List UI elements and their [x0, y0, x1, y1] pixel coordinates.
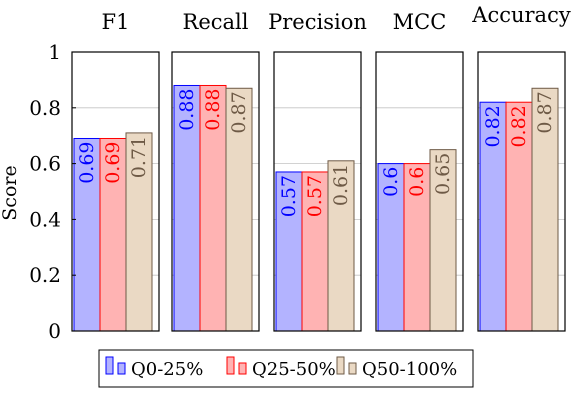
legend-swatch: [117, 362, 126, 375]
bar: [125, 132, 153, 332]
y-tick-label: 0.8: [29, 96, 61, 120]
y-tick-label: 0.4: [29, 207, 61, 231]
bar: [505, 101, 533, 332]
legend-label: Q50-100%: [362, 359, 457, 380]
bar-value-label: 0.57: [278, 175, 300, 217]
bar-value-label: 0.69: [76, 141, 98, 183]
legend-swatch: [226, 356, 235, 375]
legend-label: Q0-25%: [131, 359, 203, 380]
panel-title: F1: [102, 10, 130, 34]
bar-value-label: 0.82: [508, 105, 530, 147]
bar-value-label: 0.71: [128, 136, 150, 178]
legend-label: Q25-50%: [252, 359, 336, 380]
bar-value-label: 0.82: [482, 105, 504, 147]
bar: [531, 87, 559, 332]
bar-value-label: 0.61: [330, 164, 352, 206]
y-tick-label: 0.2: [29, 263, 61, 287]
panel-frame: [171, 51, 260, 332]
bar: [429, 149, 457, 332]
y-tick-label: 0: [48, 319, 61, 343]
panel-title: Accuracy: [471, 3, 571, 27]
panel-title: Recall: [183, 10, 249, 34]
bar: [403, 163, 431, 332]
y-tick-label: 0.6: [29, 152, 61, 176]
bar: [377, 163, 405, 332]
y-tick-label: 1: [48, 40, 61, 64]
bar: [479, 101, 507, 332]
bar-value-label: 0.87: [228, 91, 250, 133]
bar-value-label: 0.6: [380, 167, 402, 197]
legend-entry: Q0-25%: [105, 356, 203, 380]
panel-frame: [71, 51, 160, 332]
panel-f1: F10.69 0.69 0.71: [71, 10, 160, 332]
legend-swatch: [105, 356, 114, 375]
bar-value-label: 0.88: [202, 88, 224, 130]
y-tick-labels: 0 0.2 0.4 0.6 0.8 1: [29, 40, 61, 343]
legend-swatch: [348, 362, 357, 375]
panel-frame: [273, 51, 362, 332]
panel-frame: [375, 51, 464, 332]
bar-value-label: 0.69: [102, 141, 124, 183]
legend-entry: Q50-100%: [336, 356, 457, 380]
legend-box: [98, 349, 474, 388]
legend-entry: Q25-50%: [226, 356, 336, 380]
y-axis-label: Score: [0, 165, 21, 220]
panel-title: MCC: [393, 10, 447, 34]
bar-value-label: 0.6: [406, 167, 428, 197]
bar-value-label: 0.57: [304, 175, 326, 217]
bar-value-label: 0.88: [176, 88, 198, 130]
bar-value-label: 0.65: [432, 153, 454, 195]
panel-title: Precision: [268, 10, 367, 34]
legend-swatch: [336, 356, 345, 375]
bar: [301, 171, 329, 332]
bar-value-label: 0.87: [534, 91, 556, 133]
panel-frame: [477, 51, 566, 332]
legend: Q0-25% Q25-50% Q50-100%: [98, 349, 474, 388]
bar: [327, 160, 355, 332]
legend-swatch: [238, 362, 247, 375]
